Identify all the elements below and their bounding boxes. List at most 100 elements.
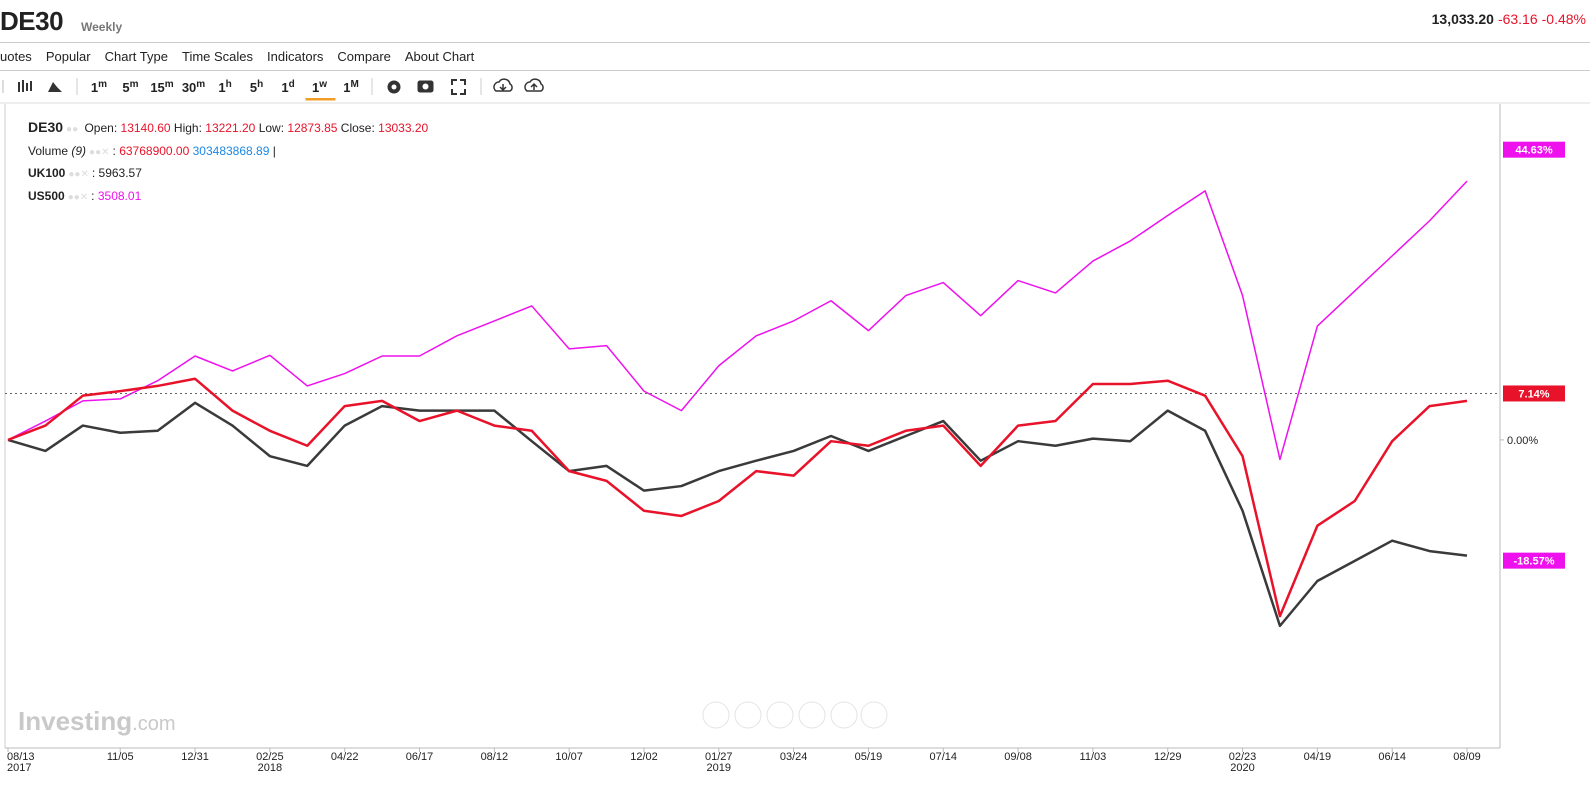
legend-row: UK100 ●●✕: 5963.57 [28, 166, 142, 180]
series-line [7, 180, 1468, 461]
change: -63.16 [1497, 11, 1538, 27]
x-tick-label: 03/24 [780, 751, 808, 763]
interval-unit: d [289, 79, 295, 90]
legend-value: 3508.01 [97, 188, 142, 203]
legend-value: 13033.20 [378, 121, 429, 135]
legend-value: 12873.85 [287, 121, 338, 135]
nav-button[interactable] [734, 701, 762, 729]
interval-value: 5 [122, 80, 129, 95]
x-tick-label: 02/23 [1229, 751, 1257, 763]
nav-button[interactable] [830, 701, 858, 729]
x-tick-label: 01/27 [705, 751, 733, 763]
interval-button[interactable]: 30m [182, 79, 205, 95]
interval-unit: M [350, 79, 358, 90]
interval-button[interactable]: 5h [250, 79, 263, 95]
legend-name: DE30 [28, 119, 64, 135]
interval-button[interactable]: 15m [150, 79, 173, 95]
interval-unit: w [318, 79, 327, 90]
nav-button[interactable] [860, 701, 888, 729]
legend-sep: : [91, 188, 95, 203]
interval-unit: m [98, 79, 107, 90]
end-tag-label: 7.14% [1518, 388, 1549, 400]
interval-button[interactable]: 1M [343, 79, 359, 95]
interval-unit: m [196, 79, 205, 90]
legend-label: High: [173, 121, 202, 135]
x-tick-label: 12/31 [181, 751, 209, 763]
upload-icon[interactable] [524, 78, 544, 92]
legend-name: US500 [28, 188, 65, 203]
x-tick-label: 10/07 [555, 751, 583, 763]
interval-button[interactable]: 1d [281, 79, 294, 95]
nav-button[interactable] [766, 701, 794, 729]
end-tag [1503, 552, 1565, 569]
download-icon[interactable] [493, 78, 513, 92]
toolbar-icons [2, 78, 544, 95]
interval-button[interactable]: 1w [312, 79, 327, 95]
interval-value: 1 [281, 80, 288, 95]
interval-value: 30 [182, 80, 196, 95]
header: DE30 Weekly 13,033.20 -63.16 -0.48% [0, 0, 1590, 43]
bars-icon[interactable] [18, 80, 32, 92]
legend-label: Close: [340, 121, 375, 135]
legend-value: 13221.20 [205, 121, 256, 135]
interval-unit: h [226, 79, 232, 90]
interval-unit: m [165, 79, 174, 90]
legend-name: Volume [28, 143, 69, 158]
menu-item[interactable]: Indicators [267, 49, 324, 64]
fullscreen-icon[interactable] [451, 79, 466, 95]
menu-item[interactable]: Chart Type [104, 49, 168, 64]
legend-sep: : [91, 166, 96, 180]
nav-button[interactable] [798, 701, 826, 729]
interval-button[interactable]: 1m [91, 79, 107, 95]
menu-item[interactable]: uotes [0, 49, 32, 64]
quote: 13,033.20 -63.16 -0.48% [1432, 11, 1586, 27]
series-line [7, 377, 1468, 618]
x-tick-label: 02/25 [256, 751, 284, 763]
area-icon[interactable] [48, 82, 62, 92]
nav-buttons [702, 701, 888, 729]
x-year-label: 2020 [1230, 762, 1254, 774]
x-tick-label: 08/13 [7, 751, 35, 763]
interval-value: 1 [218, 80, 225, 95]
interval-value: 1 [343, 80, 350, 95]
x-tick-label: 12/02 [630, 751, 658, 763]
interval-unit: h [257, 79, 263, 90]
x-tick-label: 05/19 [855, 751, 883, 763]
nav-button[interactable] [702, 701, 730, 729]
series-line [7, 401, 1468, 628]
x-tick-label: 09/08 [1004, 751, 1032, 763]
x-year-label: 2019 [707, 762, 731, 774]
watermark-domain: .com [132, 713, 175, 735]
menu-item[interactable]: Compare [337, 49, 391, 64]
interval-value: 1 [91, 80, 98, 95]
x-tick-label: 06/14 [1378, 751, 1406, 763]
end-tag [1503, 141, 1565, 158]
interval-unit: m [130, 79, 139, 90]
legend-label: Open: [84, 121, 118, 135]
change-pct: -0.48% [1541, 11, 1586, 27]
legend-value: 63768900.00 [119, 143, 190, 158]
end-tag-label: -18.57% [1514, 556, 1555, 568]
interval-button[interactable]: 5m [122, 79, 138, 95]
watermark-brand: Investing [18, 706, 132, 736]
legend-row: Volume (9) ●●✕: 63768900.00 303483868.89 … [28, 143, 276, 158]
interval-button[interactable]: 1h [218, 79, 231, 95]
legend-value: 13140.60 [120, 121, 171, 135]
selected-underline [305, 98, 336, 101]
x-tick-label: 08/09 [1453, 751, 1481, 763]
y-tick-label: 0.00% [1507, 435, 1538, 447]
menu-item[interactable]: About Chart [404, 49, 475, 64]
legend-row: US500 ●●✕: 3508.01 [28, 188, 142, 203]
legend-label: Low: [258, 121, 285, 135]
legend-row: DE30 ●● Open: 13140.60 High: 13221.20 Low… [28, 119, 429, 135]
symbol: DE30 [0, 6, 64, 36]
x-tick-label: 04/19 [1304, 751, 1332, 763]
x-tick-label: 11/03 [1080, 751, 1107, 763]
menu-item[interactable]: Popular [45, 49, 91, 64]
menu-item[interactable]: Time Scales [181, 49, 254, 64]
legend-value: 5963.57 [98, 166, 142, 180]
x-tick-label: 11/05 [107, 751, 134, 763]
x-tick-label: 07/14 [929, 751, 957, 763]
